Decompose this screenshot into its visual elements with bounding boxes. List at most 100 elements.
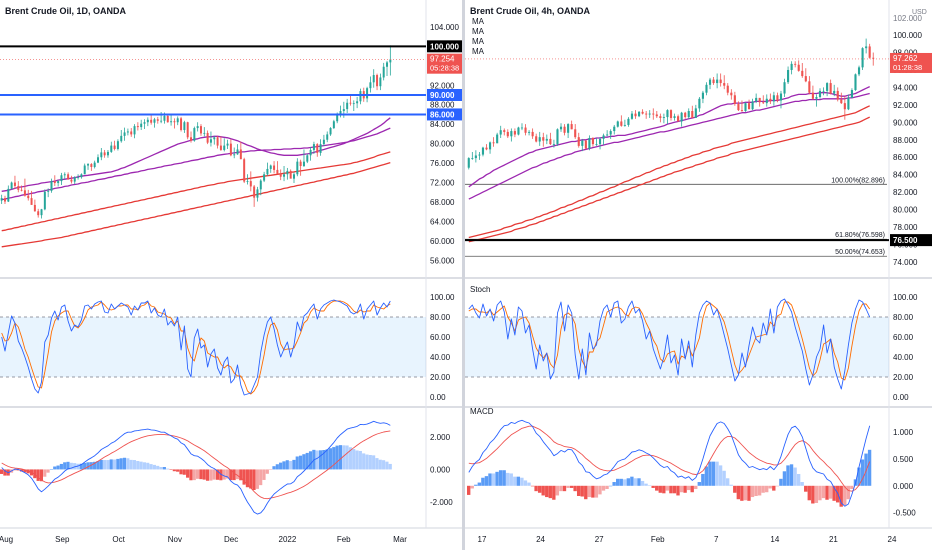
macd-histogram-bar xyxy=(76,463,80,470)
macd-histogram-bar xyxy=(811,485,815,504)
candle-body xyxy=(170,121,173,123)
macd-histogram-bar xyxy=(718,465,723,486)
macd-histogram-bar xyxy=(594,485,599,498)
candle-body xyxy=(730,92,733,96)
candle-body xyxy=(797,64,800,71)
macd-histogram-bar xyxy=(843,485,847,506)
macd-histogram-bar xyxy=(86,462,90,470)
candle-body xyxy=(705,84,708,93)
macd-histogram-bar xyxy=(79,463,83,470)
macd-histogram-bar xyxy=(757,485,762,496)
macd-histogram-bar xyxy=(520,477,524,486)
candle-body xyxy=(520,127,524,129)
candle-body xyxy=(106,151,109,156)
macd-histogram-bar xyxy=(736,485,741,500)
candle-body xyxy=(655,114,658,117)
candle-body xyxy=(634,113,637,117)
candle-body xyxy=(474,155,477,159)
candle-body xyxy=(542,137,545,141)
macd-histogram-bar xyxy=(782,471,787,486)
daily-chart-title: Brent Crude Oil, 1D, OANDA xyxy=(5,6,127,16)
fibonacci-level-label: 61.80%(76.598) xyxy=(835,232,885,239)
stochastic-pane[interactable]: 0.00 20.00 40.00 60.00 80.00 100.00 xyxy=(0,293,455,402)
macd-histogram-bar xyxy=(743,485,748,501)
candle-body xyxy=(136,126,139,128)
candle-body xyxy=(478,154,481,156)
macd-histogram-bar xyxy=(33,469,37,479)
macd-histogram-bar xyxy=(502,470,506,486)
stochastic-pane[interactable]: 0.00 20.00 40.00 60.00 80.00 100.00 xyxy=(465,293,918,402)
candle-body xyxy=(726,85,729,93)
macd-histogram-bar xyxy=(789,464,794,486)
daily-chart-canvas[interactable]: 56.000 60.000 64.000 68.000 72.000 76.000 80.0… xyxy=(0,0,462,550)
price-tick-label: 84.000 xyxy=(893,171,918,180)
time-axis[interactable]: Aug Sep Oct Nov Dec 2022 Feb Mar xyxy=(0,535,407,544)
macd-histogram-bar xyxy=(662,485,666,494)
macd-histogram-bar xyxy=(704,466,709,486)
candle-body xyxy=(868,46,871,58)
candle-body xyxy=(263,174,266,181)
macd-histogram-bar xyxy=(828,485,833,499)
candle-body xyxy=(140,123,143,128)
price-pane[interactable]: 56.000 60.000 64.000 68.000 72.000 76.000 80.0… xyxy=(0,23,462,266)
macd-histogram-bar xyxy=(342,445,346,470)
macd-histogram-bar xyxy=(142,462,147,470)
four-hour-chart-panel[interactable]: 74.00076.00078.00080.00082.00084.00086.0… xyxy=(465,0,932,550)
macd-histogram-bar xyxy=(308,451,313,470)
candle-body xyxy=(33,204,36,212)
macd-histogram-bar xyxy=(292,459,296,470)
macd-tick-label: 0.500 xyxy=(893,455,914,464)
candle-body xyxy=(276,169,279,174)
macd-histogram-bar xyxy=(26,469,30,474)
macd-histogram-bar xyxy=(729,484,733,486)
candle-body xyxy=(219,145,222,150)
panel-divider[interactable] xyxy=(462,0,465,550)
time-axis[interactable]: 17 24 27 Feb 7 14 21 24 xyxy=(478,535,897,544)
candle-body xyxy=(27,195,30,199)
candle-body xyxy=(100,152,103,158)
time-tick-label: Feb xyxy=(337,535,351,544)
macd-histogram-bar xyxy=(189,469,193,481)
candle-body xyxy=(719,79,722,84)
candle-body xyxy=(563,126,566,133)
macd-histogram-bar xyxy=(139,461,143,470)
macd-histogram-bar xyxy=(591,485,595,498)
macd-histogram-bar xyxy=(715,461,719,486)
candle-body xyxy=(613,126,616,132)
ma-legend-item[interactable]: MA xyxy=(472,27,484,36)
candle-body xyxy=(312,144,315,150)
candle-body xyxy=(20,189,23,191)
candle-body xyxy=(609,131,612,135)
macd-pane[interactable]: -0.500 0.000 0.500 1.000 xyxy=(467,419,916,518)
macd-histogram-bar xyxy=(566,485,570,488)
macd-histogram-bar xyxy=(149,464,153,470)
macd-histogram-bar xyxy=(761,485,765,493)
macd-histogram-bar xyxy=(722,470,726,486)
candle-body xyxy=(815,97,818,99)
stochastic-d-line xyxy=(468,301,871,381)
macd-pane[interactable]: -2.000 0.000 2.000 xyxy=(0,420,453,515)
four-hour-chart-canvas[interactable]: 74.00076.00078.00080.00082.00084.00086.0… xyxy=(465,0,932,550)
candle-body xyxy=(808,81,811,93)
daily-chart-panel[interactable]: 56.000 60.000 64.000 68.000 72.000 76.000 80.0… xyxy=(0,0,462,550)
price-tick-label: 104.000 xyxy=(430,23,459,32)
candle-body xyxy=(496,134,499,144)
macd-histogram-bar xyxy=(378,459,382,470)
ma-legend-item[interactable]: MA xyxy=(472,17,484,26)
stochastic-tick-label: 80.00 xyxy=(430,313,451,322)
macd-histogram-bar xyxy=(750,485,755,498)
ma-legend-item[interactable]: MA xyxy=(472,37,484,46)
candle-body xyxy=(226,143,229,146)
price-pane[interactable]: 74.00076.00078.00080.00082.00084.00086.0… xyxy=(465,9,932,267)
time-tick-label: 24 xyxy=(888,535,897,544)
macd-histogram-bar xyxy=(209,469,213,481)
macd-histogram-bar xyxy=(36,469,40,481)
candle-body xyxy=(758,97,761,103)
macd-histogram-bar xyxy=(146,462,150,470)
price-tick-label: 88.000 xyxy=(893,136,918,145)
price-tick-label: 94.000 xyxy=(893,83,918,92)
candle-body xyxy=(43,191,46,210)
ma-legend-item[interactable]: MA xyxy=(472,47,484,56)
candle-body xyxy=(620,121,623,126)
candle-body xyxy=(302,161,305,167)
